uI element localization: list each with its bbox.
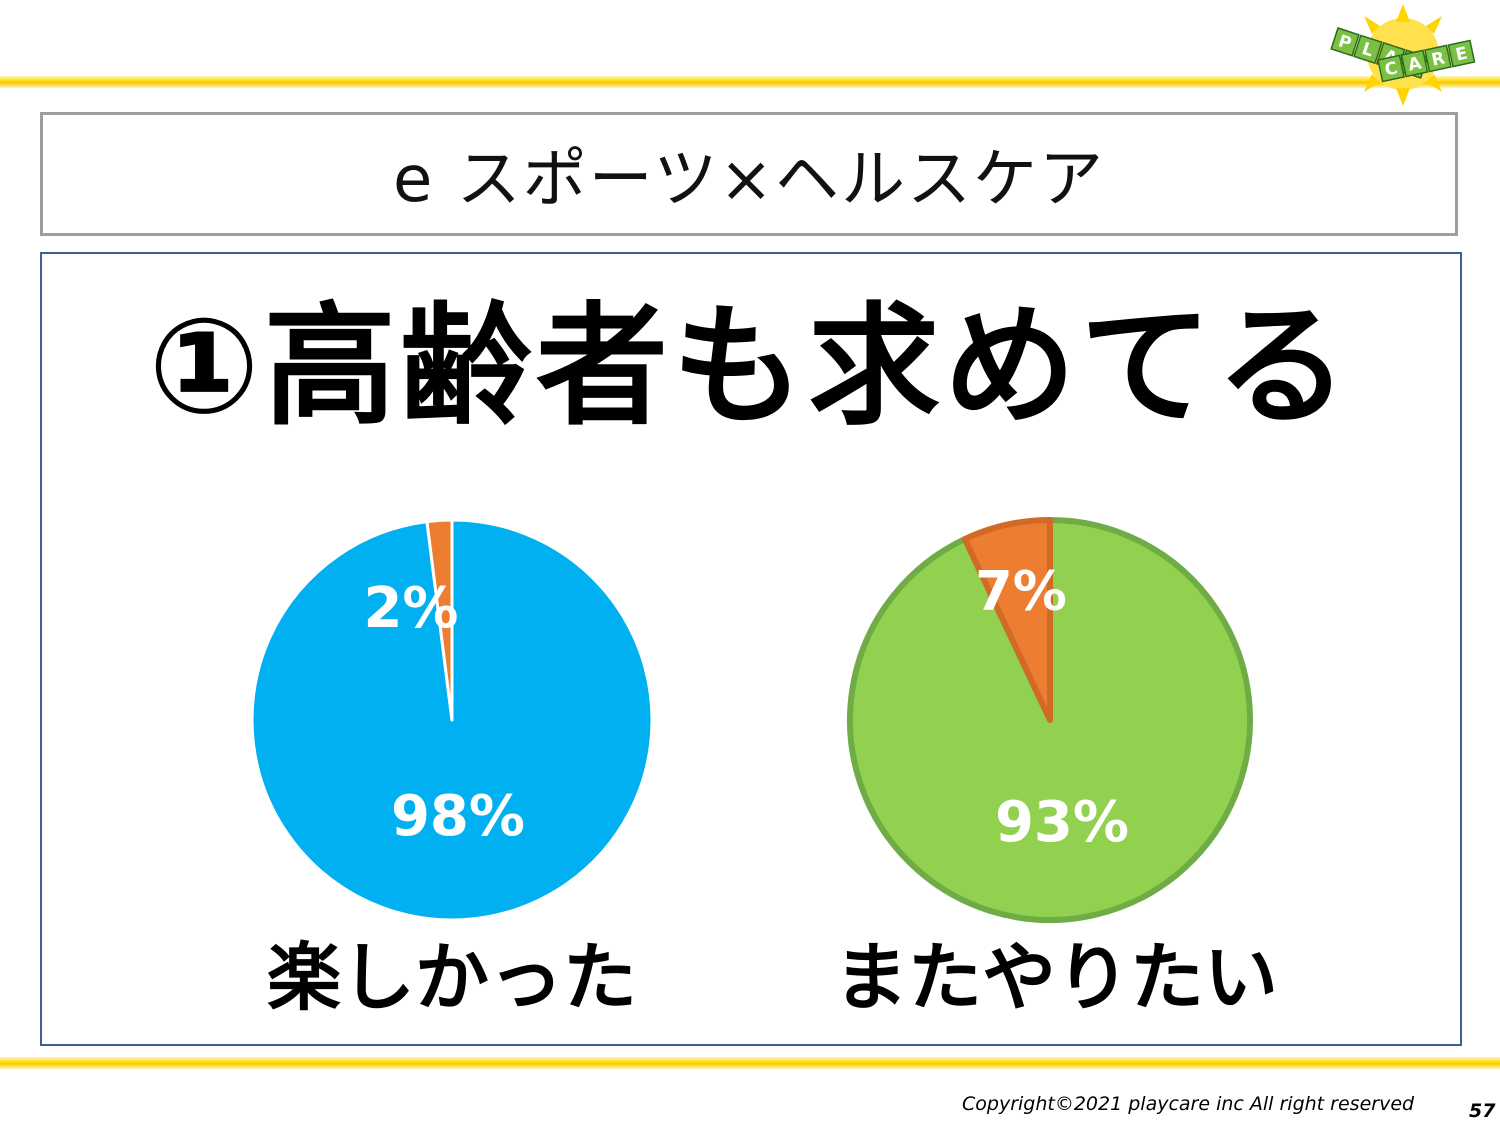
logo-letter: E xyxy=(1454,43,1470,65)
pie-caption-want-again: またやりたい xyxy=(834,935,1278,1021)
pie-0-slice-1 xyxy=(425,518,454,722)
pie-1-label-0: 93% xyxy=(995,790,1129,855)
playcare-logo: P L A Y C A R E xyxy=(1330,4,1476,106)
logo-letter: R xyxy=(1430,48,1447,70)
content-frame xyxy=(40,252,1462,1046)
logo-letter: A xyxy=(1406,53,1424,75)
logo-letter: C xyxy=(1383,58,1399,80)
bottom-decorative-band xyxy=(0,1057,1500,1069)
top-decorative-band xyxy=(0,76,1500,88)
pie-caption-enjoyed: 楽しかった xyxy=(267,935,637,1021)
slide-title-box: e スポーツ×ヘルスケア xyxy=(40,112,1458,236)
copyright-text: Copyright©2021 playcare inc All right re… xyxy=(962,1093,1415,1115)
page-number: 57 xyxy=(1469,1100,1496,1122)
pie-1-slice-1 xyxy=(961,517,1053,723)
logo-letter: P xyxy=(1336,31,1354,54)
pie-0-label-0: 98% xyxy=(391,784,525,849)
pie-1-label-1: 7% xyxy=(975,560,1067,623)
pie-0-label-1: 2% xyxy=(363,576,458,641)
headline: ①高齢者も求めてる xyxy=(148,290,1352,444)
slide-title: e スポーツ×ヘルスケア xyxy=(392,143,1106,217)
